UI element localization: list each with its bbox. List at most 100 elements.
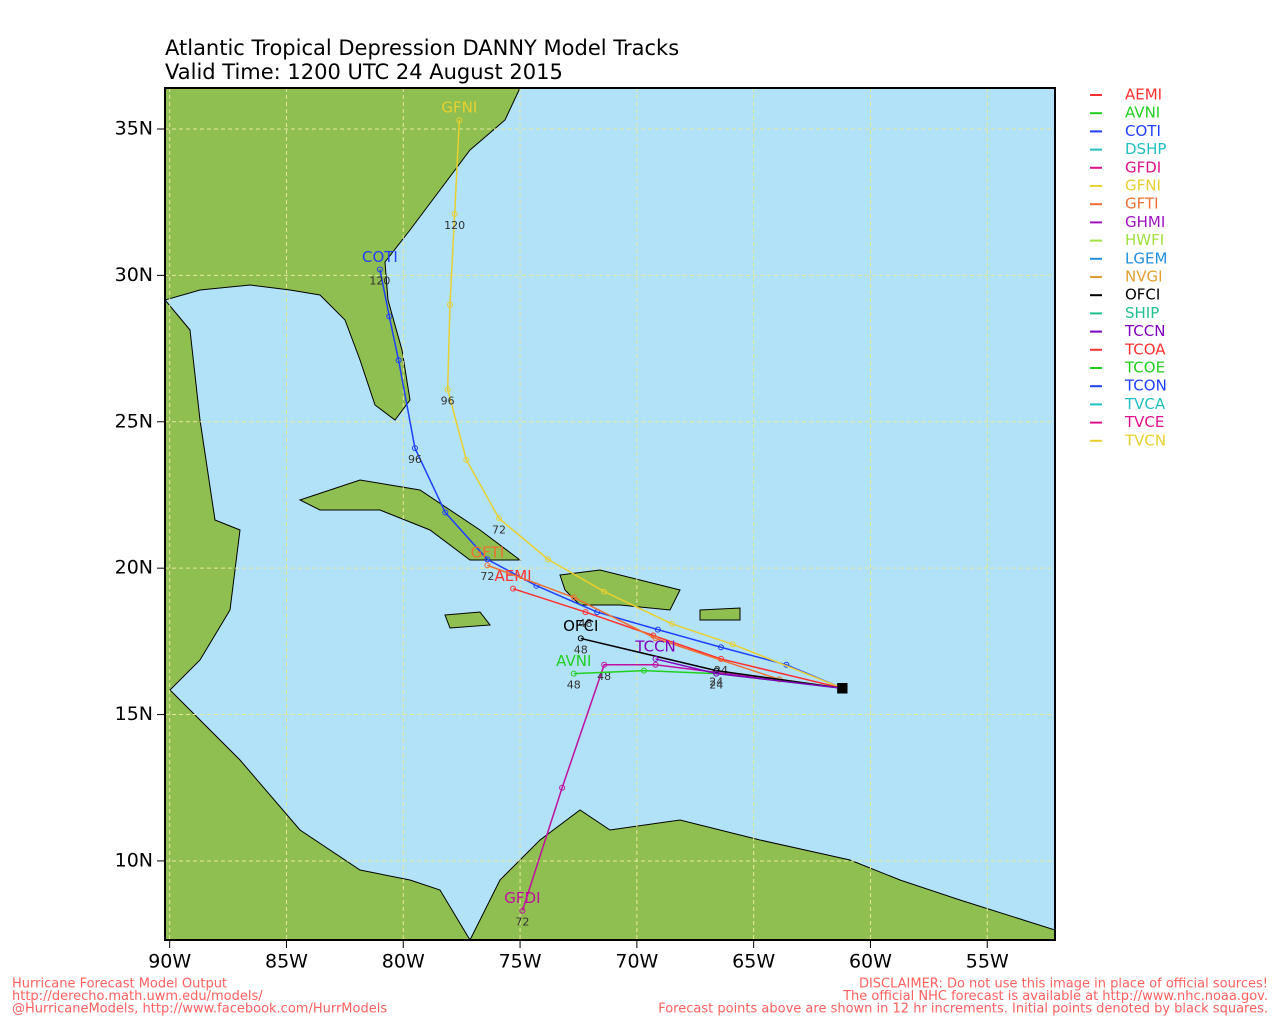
legend-label: AEMI <box>1125 86 1162 104</box>
axes: 90W 85W 80W 75W 70W 65W 60W 55W 10N 15N 20N 25N 30N 3… <box>115 117 1009 972</box>
track-line <box>379 269 843 689</box>
x-tick-label: 80W <box>382 951 425 973</box>
forecast-point <box>717 644 724 651</box>
legend: AEMIAVNICOTIDSHPGFDIGFNIGFTIGHMIHWFILGEM… <box>1090 86 1167 449</box>
forecast-point <box>484 562 491 569</box>
legend-label: GFDI <box>1125 158 1161 176</box>
track-line <box>655 658 843 689</box>
forecast-point <box>582 609 589 616</box>
forecast-point <box>577 635 584 642</box>
track-name: GFNI <box>441 99 477 117</box>
legend-label: GHMI <box>1125 213 1165 231</box>
track-name: AVNI <box>556 652 591 670</box>
forecast-point <box>570 594 577 601</box>
hour-label: 24 <box>709 679 723 692</box>
forecast-point <box>444 386 451 393</box>
legend-label: TCOE <box>1124 359 1165 377</box>
footer: Hurricane Forecast Model Outputhttp://de… <box>12 977 1268 1017</box>
legend-label: TVCE <box>1124 413 1164 431</box>
hour-label: 48 <box>578 617 592 630</box>
track-name: OFCI <box>563 617 598 635</box>
legend-label: TCOA <box>1124 340 1166 358</box>
y-tick-label: 30N <box>115 264 153 286</box>
footer-right: DISCLAIMER: Do not use this image in pla… <box>859 977 1268 992</box>
legend-label: TCON <box>1124 377 1167 395</box>
legend-label: GFTI <box>1125 195 1159 213</box>
forecast-point <box>570 670 577 677</box>
x-tick-label: 90W <box>148 951 191 973</box>
x-tick-label: 55W <box>966 951 1009 973</box>
footer-left: http://derecho.math.uwm.edu/models/ <box>12 989 263 1004</box>
title: Atlantic Tropical Depression DANNY Model… <box>165 36 679 60</box>
forecast-point <box>463 456 470 463</box>
forecast-point <box>729 641 736 648</box>
forecast-point <box>601 588 608 595</box>
hour-label: 96 <box>408 453 422 466</box>
hour-label: 48 <box>574 643 588 656</box>
forecast-point <box>395 357 402 364</box>
footer-left: Hurricane Forecast Model Output <box>12 977 227 992</box>
forecast-point <box>510 585 517 592</box>
hour-label: 72 <box>480 570 494 583</box>
forecast-point <box>442 509 449 516</box>
forecast-point <box>652 655 659 662</box>
forecast-point <box>446 301 453 308</box>
track-line <box>512 587 843 689</box>
track-name: GFTI <box>471 544 505 562</box>
x-tick-label: 60W <box>849 951 892 973</box>
forecast-point <box>376 266 383 273</box>
forecast-point <box>652 635 659 642</box>
forecast-point <box>601 661 608 668</box>
legend-label: COTI <box>1125 122 1161 140</box>
footer-left: @HurricaneModels, http://www.facebook.co… <box>12 1002 387 1017</box>
forecast-point <box>640 667 647 674</box>
legend-label: DSHP <box>1125 140 1166 158</box>
x-tick-label: 75W <box>499 951 542 973</box>
footer-right: Forecast points above are shown in 12 hr… <box>658 1002 1268 1017</box>
hour-label: 96 <box>441 395 455 408</box>
forecast-point <box>484 556 491 563</box>
x-tick-label: 85W <box>265 951 308 973</box>
y-tick-label: 35N <box>115 117 153 139</box>
forecast-point <box>456 117 463 124</box>
subtitle: Valid Time: 1200 UTC 24 August 2015 <box>165 60 563 84</box>
x-tick-label: 70W <box>615 951 658 973</box>
track-name: COTI <box>362 248 398 266</box>
y-tick-label: 20N <box>115 557 153 579</box>
hour-label: 120 <box>444 219 465 232</box>
legend-label: AVNI <box>1125 104 1160 122</box>
forecast-point <box>654 626 661 633</box>
legend-label: TVCN <box>1124 431 1166 449</box>
forecast-point <box>386 313 393 320</box>
legend-label: OFCI <box>1125 286 1160 304</box>
track-line <box>446 120 843 689</box>
forecast-point <box>451 210 458 217</box>
y-tick-label: 25N <box>115 410 153 432</box>
forecast-point <box>411 445 418 452</box>
legend-label: NVGI <box>1125 268 1163 286</box>
forecast-point <box>713 670 720 677</box>
forecast-point <box>668 620 675 627</box>
initial-point <box>837 683 848 694</box>
forecast-point <box>559 784 566 791</box>
track-name: TCCN <box>634 637 675 655</box>
forecast-point <box>496 515 503 522</box>
forecast-point <box>519 907 526 914</box>
hour-label: 48 <box>567 679 581 692</box>
y-tick-label: 10N <box>115 849 153 871</box>
y-tick-label: 15N <box>115 703 153 725</box>
tracks: 96120COTI7296120GFNI4872GFDI2448AEMI72GF… <box>362 99 848 929</box>
hour-label: 72 <box>515 916 529 929</box>
grid <box>165 88 1055 940</box>
x-tick-label: 65W <box>732 951 775 973</box>
hour-label: 120 <box>369 275 390 288</box>
legend-label: TCCN <box>1124 322 1165 340</box>
map-frame <box>164 87 1056 941</box>
forecast-point <box>652 661 659 668</box>
track-name: GFDI <box>504 889 540 907</box>
legend-label: HWFI <box>1125 231 1164 249</box>
legend-label: GFNI <box>1125 177 1161 195</box>
forecast-point <box>545 556 552 563</box>
legend-label: LGEM <box>1125 249 1167 267</box>
